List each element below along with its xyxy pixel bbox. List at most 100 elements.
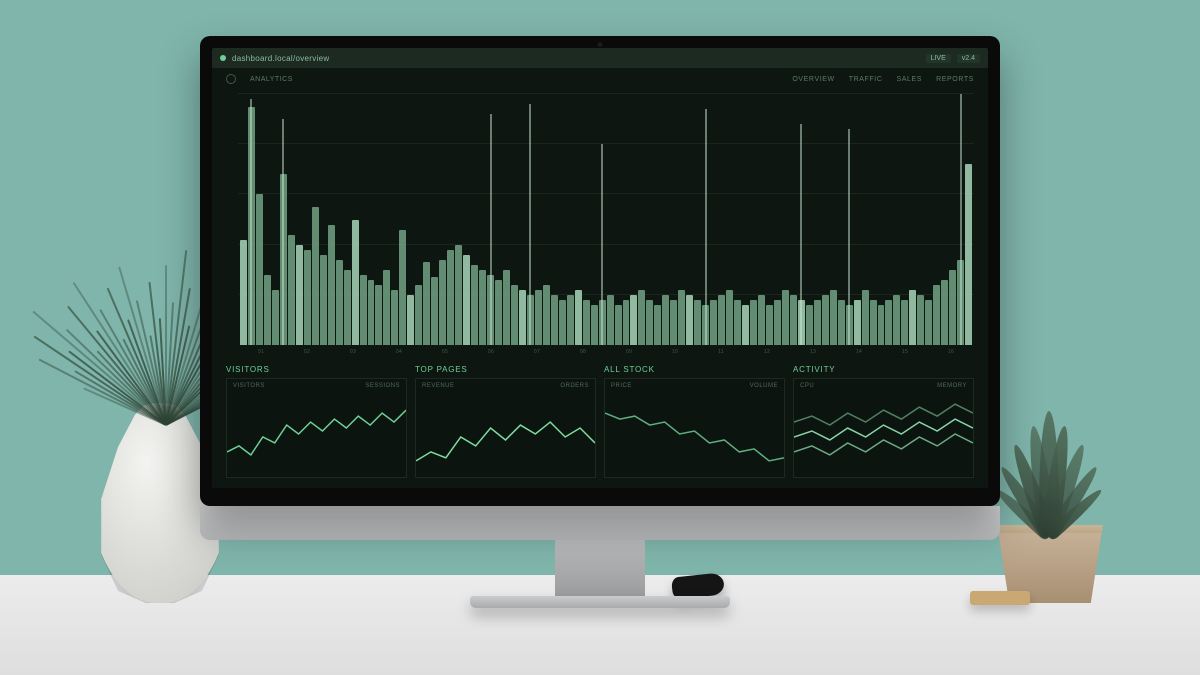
chart-bar[interactable] <box>702 94 709 345</box>
chart-bar[interactable] <box>814 94 821 345</box>
chart-bar[interactable] <box>686 94 693 345</box>
chart-bar[interactable] <box>240 94 247 345</box>
chart-bar[interactable] <box>463 94 470 345</box>
chart-bar[interactable] <box>567 94 574 345</box>
chart-bar[interactable] <box>272 94 279 345</box>
chart-bar[interactable] <box>933 94 940 345</box>
chart-bar[interactable] <box>941 94 948 345</box>
chart-bar[interactable] <box>304 94 311 345</box>
chart-bar[interactable] <box>583 94 590 345</box>
chart-bar[interactable] <box>909 94 916 345</box>
chart-bar[interactable] <box>407 94 414 345</box>
chart-bar[interactable] <box>447 94 454 345</box>
chart-bar[interactable] <box>543 94 550 345</box>
chart-bar[interactable] <box>328 94 335 345</box>
chart-bar[interactable] <box>471 94 478 345</box>
chart-bar[interactable] <box>248 94 255 345</box>
chart-bar[interactable] <box>423 94 430 345</box>
chart-bar[interactable] <box>830 94 837 345</box>
sparkline-panel[interactable]: VISITORSSESSIONS <box>226 378 407 478</box>
nav-tab-reports[interactable]: REPORTS <box>936 76 974 83</box>
chart-bar[interactable] <box>718 94 725 345</box>
chart-bar[interactable] <box>559 94 566 345</box>
chart-bar[interactable] <box>798 94 805 345</box>
chart-bar[interactable] <box>846 94 853 345</box>
chart-bar[interactable] <box>758 94 765 345</box>
chart-bar[interactable] <box>344 94 351 345</box>
chart-bar[interactable] <box>750 94 757 345</box>
chart-bar[interactable] <box>878 94 885 345</box>
chart-bar[interactable] <box>893 94 900 345</box>
chart-bar[interactable] <box>854 94 861 345</box>
chart-bar[interactable] <box>431 94 438 345</box>
chart-bar[interactable] <box>264 94 271 345</box>
chart-bar[interactable] <box>599 94 606 345</box>
chart-bar[interactable] <box>360 94 367 345</box>
sparkline-panel[interactable]: PRICEVOLUME <box>604 378 785 478</box>
chart-bar[interactable] <box>607 94 614 345</box>
chart-bar[interactable] <box>439 94 446 345</box>
chart-bar[interactable] <box>662 94 669 345</box>
chart-bar[interactable] <box>917 94 924 345</box>
chart-bar[interactable] <box>710 94 717 345</box>
chart-bar[interactable] <box>734 94 741 345</box>
chart-bar[interactable] <box>511 94 518 345</box>
chart-bar[interactable] <box>296 94 303 345</box>
chart-bar[interactable] <box>838 94 845 345</box>
chart-bar[interactable] <box>399 94 406 345</box>
chart-bar[interactable] <box>575 94 582 345</box>
chart-bar[interactable] <box>375 94 382 345</box>
sparkline-panel[interactable]: CPUMEMORY <box>793 378 974 478</box>
main-bar-chart[interactable] <box>238 94 974 345</box>
chart-bar[interactable] <box>638 94 645 345</box>
chart-bar[interactable] <box>806 94 813 345</box>
chart-bar[interactable] <box>965 94 972 345</box>
chart-bar[interactable] <box>885 94 892 345</box>
chart-bar[interactable] <box>790 94 797 345</box>
chart-bar[interactable] <box>591 94 598 345</box>
chart-bar[interactable] <box>957 94 964 345</box>
chart-bar[interactable] <box>368 94 375 345</box>
chart-bar[interactable] <box>391 94 398 345</box>
chart-bar[interactable] <box>925 94 932 345</box>
chart-bar[interactable] <box>630 94 637 345</box>
chart-bar[interactable] <box>670 94 677 345</box>
chart-bar[interactable] <box>774 94 781 345</box>
chart-bar[interactable] <box>949 94 956 345</box>
chart-bar[interactable] <box>901 94 908 345</box>
chart-bar[interactable] <box>551 94 558 345</box>
chart-bar[interactable] <box>320 94 327 345</box>
chart-bar[interactable] <box>742 94 749 345</box>
sparkline-panel[interactable]: REVENUEORDERS <box>415 378 596 478</box>
chart-bar[interactable] <box>615 94 622 345</box>
chart-bar[interactable] <box>455 94 462 345</box>
nav-tab-sales[interactable]: SALES <box>897 76 923 83</box>
chart-bar[interactable] <box>495 94 502 345</box>
chart-bar[interactable] <box>352 94 359 345</box>
chart-bar[interactable] <box>535 94 542 345</box>
chart-bar[interactable] <box>870 94 877 345</box>
nav-tab-traffic[interactable]: TRAFFIC <box>849 76 883 83</box>
chart-bar[interactable] <box>822 94 829 345</box>
chart-bar[interactable] <box>646 94 653 345</box>
chart-bar[interactable] <box>694 94 701 345</box>
chart-bar[interactable] <box>782 94 789 345</box>
chart-bar[interactable] <box>678 94 685 345</box>
chart-bar[interactable] <box>280 94 287 345</box>
chart-bar[interactable] <box>862 94 869 345</box>
nav-tab-overview[interactable]: OVERVIEW <box>792 76 834 83</box>
chart-bar[interactable] <box>527 94 534 345</box>
chart-bar[interactable] <box>654 94 661 345</box>
chart-bar[interactable] <box>503 94 510 345</box>
chart-bar[interactable] <box>519 94 526 345</box>
chart-bar[interactable] <box>288 94 295 345</box>
chart-bar[interactable] <box>726 94 733 345</box>
chart-bar[interactable] <box>256 94 263 345</box>
chart-bar[interactable] <box>383 94 390 345</box>
chart-bar[interactable] <box>623 94 630 345</box>
chart-bar[interactable] <box>312 94 319 345</box>
chart-bar[interactable] <box>479 94 486 345</box>
chart-bar[interactable] <box>766 94 773 345</box>
chart-bar[interactable] <box>336 94 343 345</box>
chart-bar[interactable] <box>487 94 494 345</box>
